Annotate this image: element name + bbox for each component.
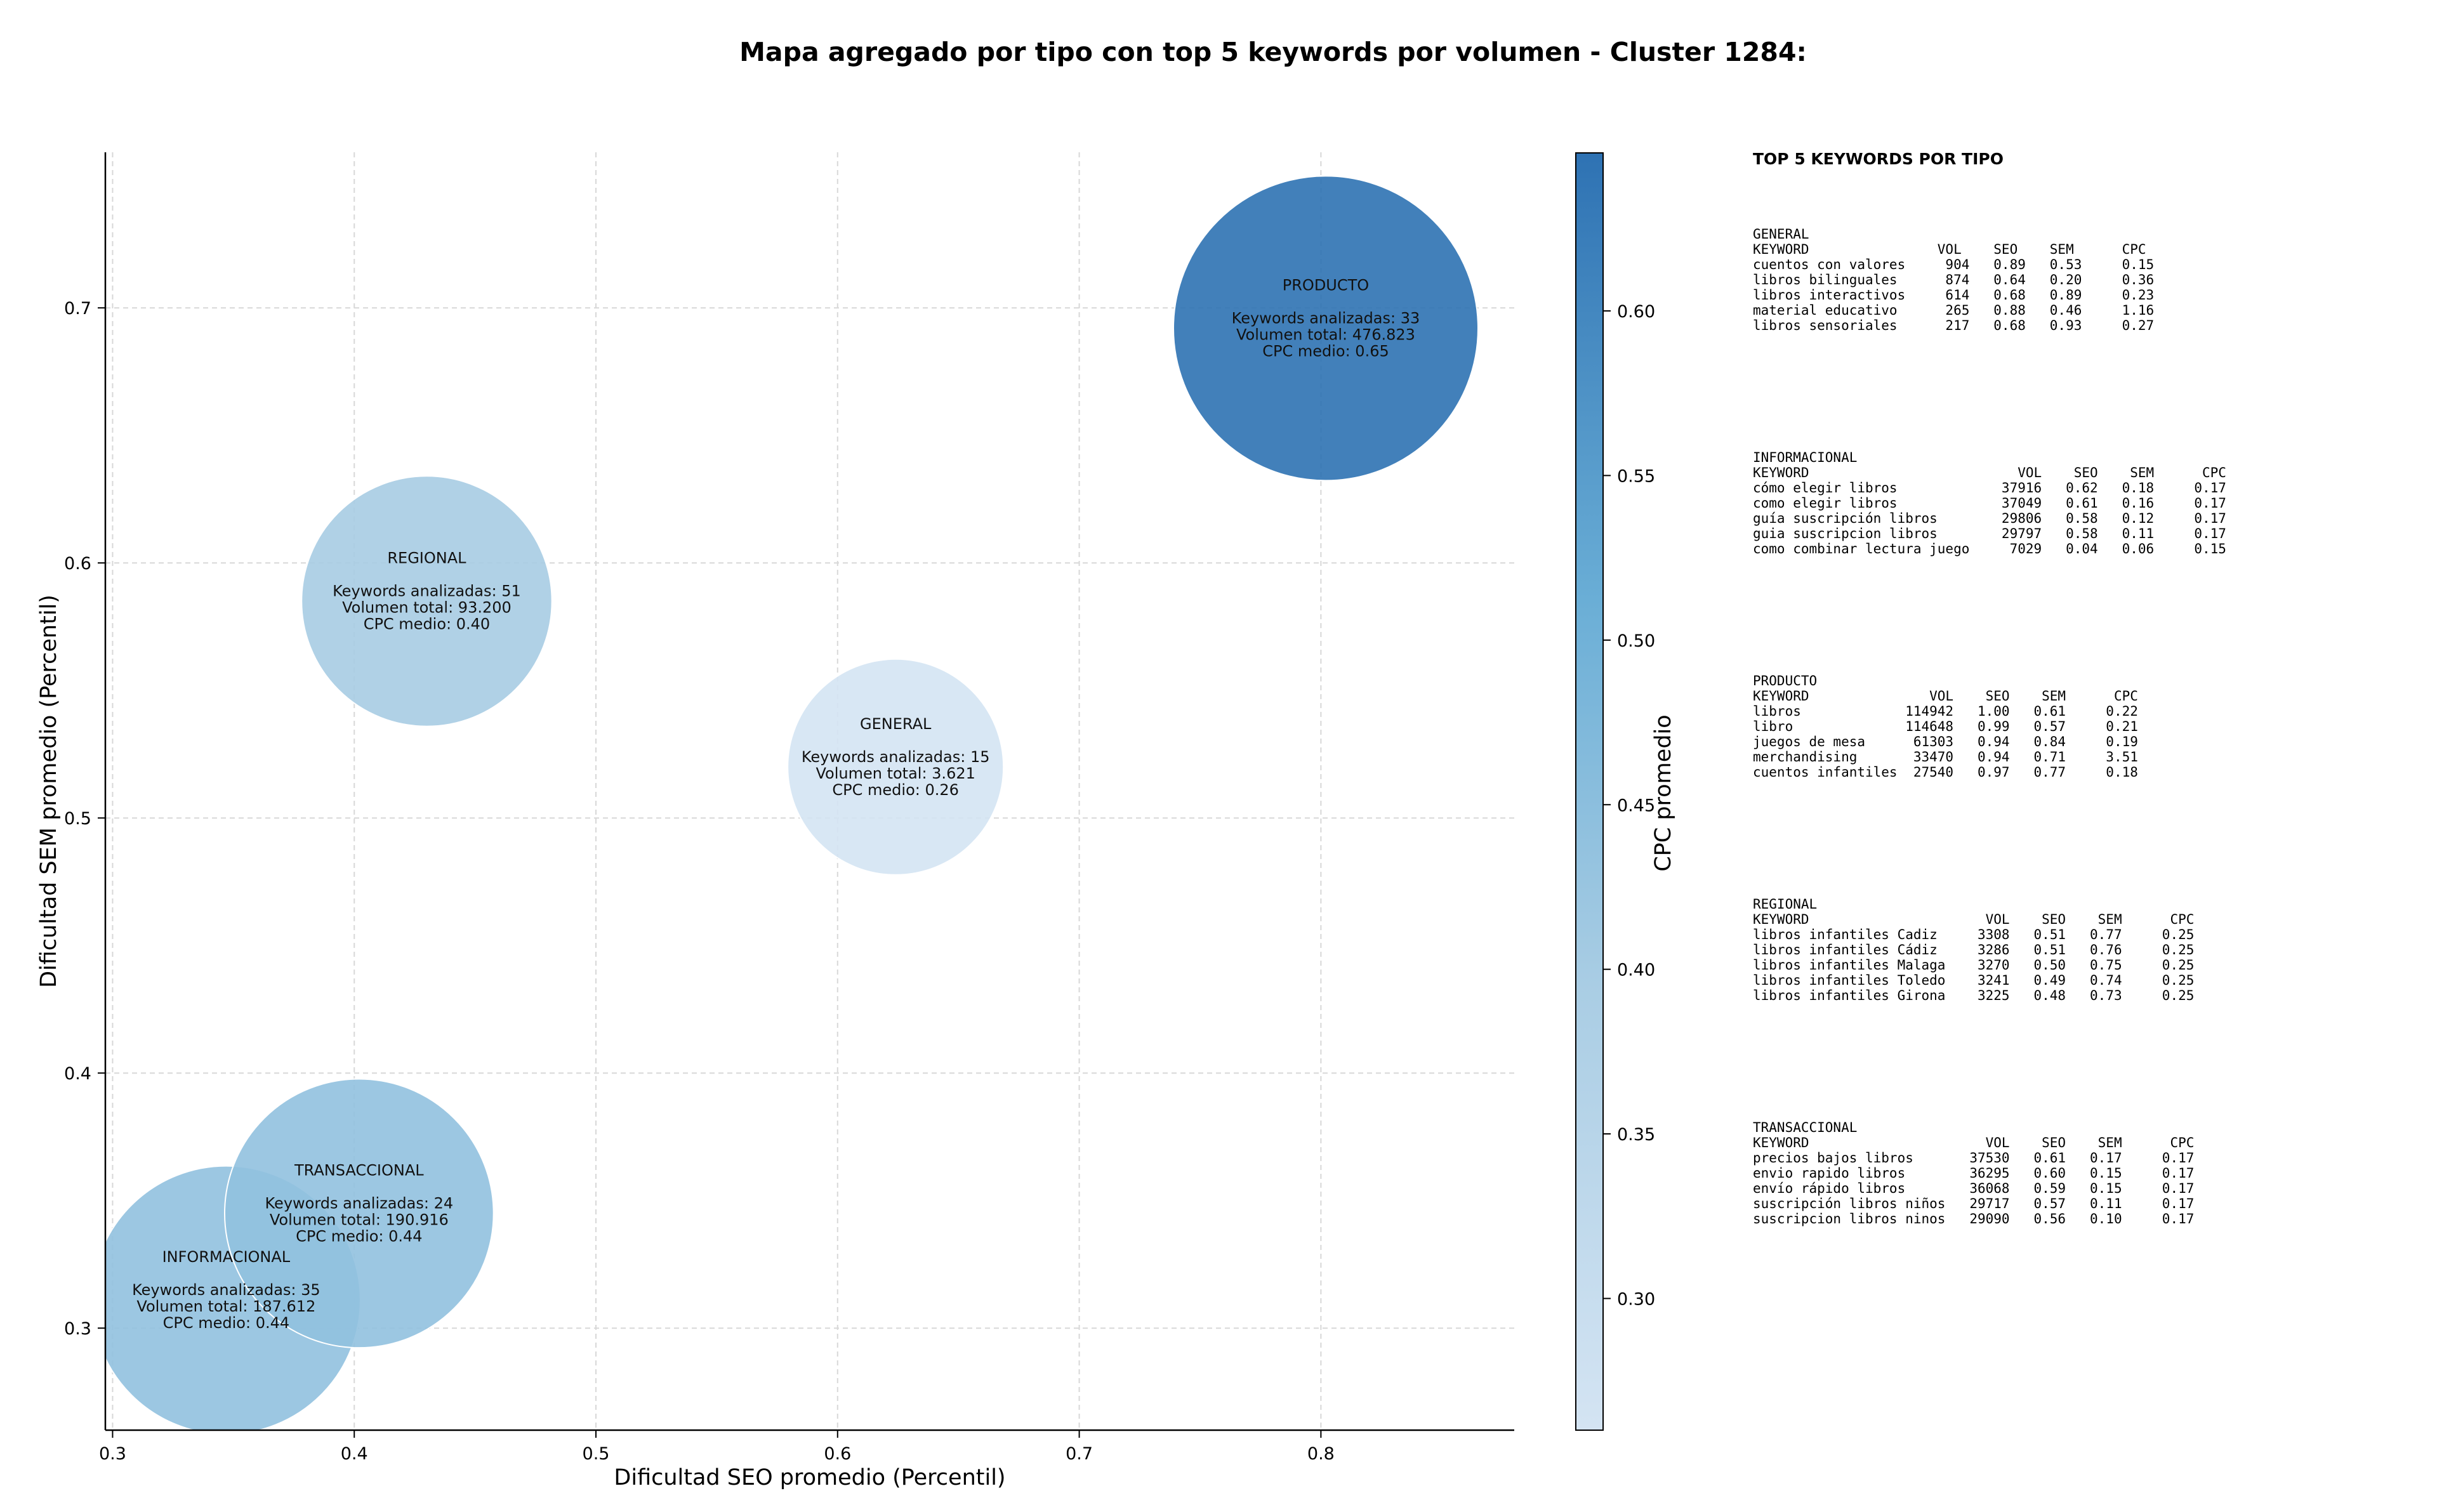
keyword-row: libros infantiles Malaga 3270 0.50 0.75 … [1753, 957, 2195, 973]
keyword-row: libros sensoriales 217 0.68 0.93 0.27 [1753, 318, 2155, 333]
keyword-row: material educativo 265 0.88 0.46 1.16 [1753, 303, 2155, 318]
bubble-stat-label: Volumen total: 476.823 [1236, 325, 1415, 343]
keyword-row: libros interactivos 614 0.68 0.89 0.23 [1753, 287, 2155, 303]
bubble-type-label: GENERAL [860, 715, 932, 733]
keyword-row: cuentos infantiles 27540 0.97 0.77 0.18 [1753, 765, 2138, 780]
bubble-type-label: REGIONAL [387, 549, 466, 567]
keywords-panel: TOP 5 KEYWORDS POR TIPO GENERAL KEYWORD V… [1753, 150, 2413, 1343]
colorbar-tick-label: 0.45 [1617, 796, 1655, 815]
y-tick-label: 0.3 [64, 1319, 91, 1339]
x-axis-label: Dificultad SEO promedio (Percentil) [614, 1465, 1005, 1490]
keyword-group-title: TRANSACCIONAL [1753, 1120, 1858, 1135]
keyword-row: KEYWORD VOL SEO SEM CPC [1753, 1135, 2195, 1150]
keyword-group-informacional: INFORMACIONAL KEYWORD VOL SEO SEM CPC cómo… [1753, 450, 2413, 673]
x-tick-label: 0.5 [583, 1444, 610, 1464]
bubble-transaccional [223, 1078, 494, 1349]
keyword-row: libro 114648 0.99 0.57 0.21 [1753, 719, 2138, 734]
bubble-stat-label: Volumen total: 187.612 [136, 1298, 315, 1315]
bubble-stat-label: Keywords analizadas: 24 [265, 1194, 454, 1212]
bubble-stat-label: CPC medio: 0.40 [364, 615, 491, 633]
bubble-type-label: TRANSACCIONAL [294, 1161, 424, 1179]
keyword-group-title: GENERAL [1753, 227, 1809, 242]
keyword-row: libros bilinguales 874 0.64 0.20 0.36 [1753, 272, 2155, 287]
bubble-stat-label: CPC medio: 0.44 [163, 1314, 290, 1332]
bubble-type-label: INFORMACIONAL [162, 1248, 291, 1266]
keyword-group-general: GENERAL KEYWORD VOL SEO SEM CPC cuentos co… [1753, 227, 2413, 450]
x-tick-label: 0.3 [99, 1444, 126, 1464]
bubble-stat-label: Volumen total: 3.621 [816, 765, 975, 782]
colorbar-tick-label: 0.30 [1617, 1289, 1655, 1309]
y-axis-label: Dificultad SEM promedio (Percentil) [36, 595, 62, 988]
keyword-row: KEYWORD VOL SEO SEM CPC [1753, 465, 2226, 480]
bubble-stat-label: Keywords analizadas: 51 [333, 582, 521, 600]
bubble-stat-label: Volumen total: 93.200 [342, 599, 512, 617]
panel-title: TOP 5 KEYWORDS POR TIPO [1753, 150, 2004, 168]
keyword-groups: GENERAL KEYWORD VOL SEO SEM CPC cuentos co… [1753, 227, 2413, 1343]
bubble-stat-label: Keywords analizadas: 33 [1232, 309, 1420, 327]
bubble-stat-label: Keywords analizadas: 15 [802, 748, 990, 766]
bubble-producto [1172, 175, 1479, 482]
bubble-regional [301, 475, 553, 727]
keyword-row: como combinar lectura juego 7029 0.04 0.… [1753, 541, 2226, 556]
x-tick-label: 0.8 [1307, 1444, 1335, 1464]
keyword-row: libros infantiles Cadiz 3308 0.51 0.77 0… [1753, 927, 2195, 942]
keyword-row: guia suscripcion libros 29797 0.58 0.11 … [1753, 526, 2226, 541]
keyword-row: como elegir libros 37049 0.61 0.16 0.17 [1753, 496, 2226, 511]
bubble-stat-label: Volumen total: 190.916 [270, 1211, 449, 1228]
y-tick-label: 0.6 [64, 554, 91, 574]
colorbar-tick-label: 0.40 [1617, 961, 1655, 980]
bubble-stat-label: CPC medio: 0.26 [832, 781, 959, 799]
axes: 0.3 0.4 0.5 0.6 0.7 0.8 0.3 0.4 0.5 0.6 0.7 [64, 152, 1514, 1464]
bubble-stat-label: CPC medio: 0.65 [1262, 342, 1389, 360]
keyword-group-regional: REGIONAL KEYWORD VOL SEO SEM CPC libros in… [1753, 897, 2413, 1120]
colorbar-tick-label: 0.60 [1617, 302, 1655, 322]
bubble-type-label: PRODUCTO [1283, 276, 1369, 294]
keyword-row: suscripción libros niños 29717 0.57 0.11… [1753, 1196, 2195, 1211]
colorbar-tick-label: 0.35 [1617, 1125, 1655, 1145]
colorbar-tick-label: 0.55 [1617, 466, 1655, 486]
y-tick-label: 0.4 [64, 1064, 91, 1084]
keyword-group-title: INFORMACIONAL [1753, 450, 1858, 465]
keyword-row: guía suscripción libros 29806 0.58 0.12 … [1753, 511, 2226, 526]
bubble-general [787, 658, 1005, 876]
colorbar-ticks: 0.30 0.35 0.40 0.45 0.50 0.55 0.60 [1603, 302, 1655, 1309]
keyword-row: merchandising 33470 0.94 0.71 3.51 [1753, 749, 2138, 765]
colorbar-label: CPC promedio [1651, 714, 1676, 871]
keyword-group-producto: PRODUCTO KEYWORD VOL SEO SEM CPC libros 11… [1753, 673, 2413, 897]
keyword-row: libros infantiles Cádiz 3286 0.51 0.76 0… [1753, 942, 2195, 957]
keyword-row: precios bajos libros 37530 0.61 0.17 0.1… [1753, 1150, 2195, 1166]
x-tick-label: 0.7 [1066, 1444, 1093, 1464]
bubbles [105, 175, 1479, 1430]
keyword-row: juegos de mesa 61303 0.94 0.84 0.19 [1753, 734, 2138, 749]
keyword-row: libros 114942 1.00 0.61 0.22 [1753, 704, 2138, 719]
x-tick-label: 0.6 [824, 1444, 851, 1464]
keyword-group-title: REGIONAL [1753, 897, 1818, 912]
keyword-group-title: PRODUCTO [1753, 673, 1818, 688]
keyword-row: envio rapido libros 36295 0.60 0.15 0.17 [1753, 1166, 2195, 1181]
chart-title: Mapa agregado por tipo con top 5 keyword… [739, 37, 1807, 67]
keyword-row: KEYWORD VOL SEO SEM CPC [1753, 912, 2195, 927]
keyword-row: envío rápido libros 36068 0.59 0.15 0.17 [1753, 1181, 2195, 1196]
keyword-row: libros infantiles Toledo 3241 0.49 0.74 … [1753, 973, 2195, 988]
keyword-row: suscripcion libros ninos 29090 0.56 0.10… [1753, 1211, 2195, 1226]
keyword-row: KEYWORD VOL SEO SEM CPC [1753, 242, 2146, 257]
y-tick-label: 0.5 [64, 809, 91, 829]
keyword-row: cómo elegir libros 37916 0.62 0.18 0.17 [1753, 480, 2226, 496]
keyword-row: cuentos con valores 904 0.89 0.53 0.15 [1753, 257, 2155, 272]
y-tick-label: 0.7 [64, 299, 91, 319]
keyword-row: libros infantiles Girona 3225 0.48 0.73 … [1753, 988, 2195, 1003]
bubble-stat-label: CPC medio: 0.44 [296, 1227, 423, 1245]
keyword-row: KEYWORD VOL SEO SEM CPC [1753, 688, 2138, 704]
colorbar [1575, 152, 1604, 1431]
bubble-stat-label: Keywords analizadas: 35 [132, 1281, 320, 1299]
keyword-group-transaccional: TRANSACCIONAL KEYWORD VOL SEO SEM CPC prec… [1753, 1120, 2413, 1343]
colorbar-tick-label: 0.50 [1617, 631, 1655, 651]
x-tick-label: 0.4 [341, 1444, 368, 1464]
